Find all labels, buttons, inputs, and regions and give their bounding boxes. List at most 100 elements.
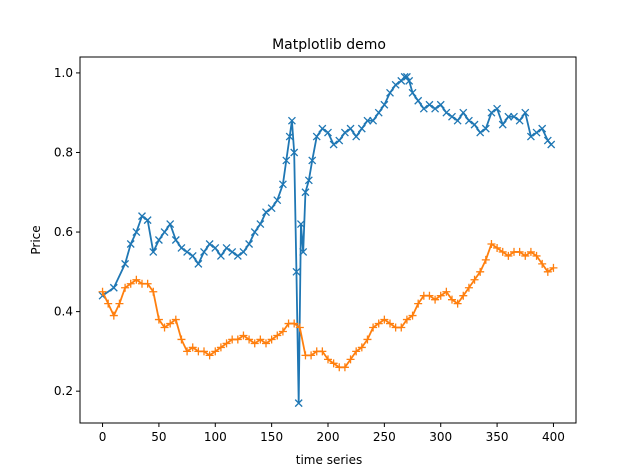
data-point [104,299,113,308]
data-point [521,251,530,260]
data-point [335,136,344,145]
data-point [481,255,490,264]
data-point [386,88,394,97]
data-point [285,132,294,141]
data-point [357,124,366,133]
series-1 [98,72,556,408]
x-axis-label: time series [296,453,362,467]
data-point [278,180,287,189]
data-point [464,116,473,125]
data-point [245,335,254,344]
data-point [262,339,270,348]
data-point [405,76,414,85]
data-point [183,247,192,256]
data-point [470,120,479,129]
data-point [154,236,163,244]
data-point [425,100,434,109]
data-point [121,283,130,292]
data-point [109,283,118,292]
data-point [346,124,355,133]
data-point [487,239,496,248]
data-point [380,100,389,109]
data-point [126,240,135,248]
x-tick-label: 350 [486,430,509,444]
data-point [205,351,214,360]
data-point [408,88,417,97]
x-tick-label: 100 [204,430,227,444]
data-point [160,323,169,332]
data-point [126,279,135,288]
x-tick-label: 0 [99,430,107,444]
data-point [143,216,152,225]
data-point [498,247,507,256]
data-point [171,315,180,324]
x-axis-ticks: 0 50 100 150 200 250 300 350 400 [99,423,565,444]
data-point [419,104,428,113]
data-point [273,331,282,340]
data-point [177,335,186,344]
data-point [448,295,456,304]
data-point [282,156,291,165]
data-point [308,156,317,165]
y-tick-label: 0.6 [54,225,73,239]
data-point [470,275,479,284]
data-point [510,112,518,121]
data-point [256,220,265,229]
data-point [476,267,485,276]
x-tick-label: 250 [373,430,396,444]
data-point [262,208,270,217]
data-point [493,243,502,252]
data-point [296,220,305,229]
x-tick-label: 200 [317,430,340,444]
data-point [239,247,248,256]
data-point [205,240,214,248]
data-point [526,132,535,141]
data-point [287,116,296,125]
data-point [442,108,451,117]
x-tick-label: 150 [260,430,283,444]
data-point [228,247,237,256]
data-point [402,315,411,324]
data-point [216,343,225,352]
data-point [476,128,485,137]
data-point [442,287,451,296]
data-point [363,335,372,344]
data-point [414,96,423,105]
data-point [549,263,558,272]
data-point [329,359,338,368]
data-point [278,327,287,336]
x-tick-label: 400 [542,430,565,444]
data-point [149,247,158,256]
data-point [295,323,304,332]
data-point [267,204,276,213]
data-point [194,259,203,268]
data-point [115,299,124,308]
y-tick-label: 1.0 [54,66,73,80]
data-point [292,267,301,276]
x-tick-label: 300 [429,430,452,444]
data-point [329,140,338,149]
data-point [374,319,383,328]
data-point [109,311,118,320]
series-2 [98,239,558,372]
data-point [464,283,473,292]
data-point [177,243,186,252]
data-point [369,116,378,125]
data-point [132,275,141,284]
data-point [290,148,299,157]
data-point [183,347,192,356]
data-point [487,108,496,117]
axes-frame [79,56,577,424]
data-point [425,291,434,300]
data-point [346,355,355,364]
data-point [504,112,513,121]
data-point [149,287,158,296]
data-point [498,120,507,129]
data-point [160,228,169,237]
data-point [324,355,332,364]
chart-title: Matplotlib demo [272,37,386,53]
data-point [543,267,552,276]
data-point [233,335,242,344]
data-point [211,347,220,356]
